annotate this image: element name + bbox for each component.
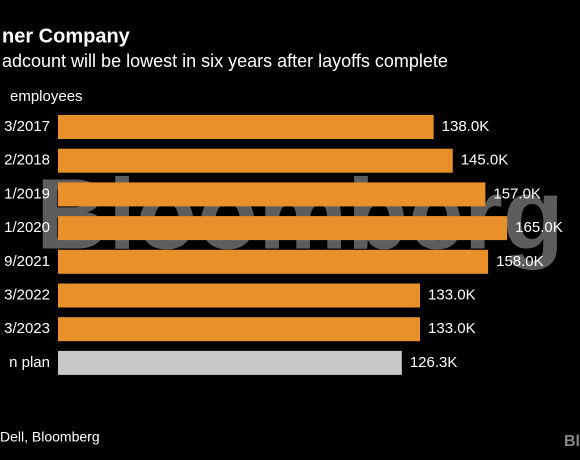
chart-subtitle: adcount will be lowest in six years afte… (2, 51, 448, 71)
y-tick-label: 3/2023 (4, 320, 50, 337)
bar (58, 350, 402, 375)
bar (58, 148, 453, 173)
y-tick-label: 9/2021 (4, 253, 50, 270)
y-tick-label: 1/2019 (4, 185, 50, 202)
unit-label: employees (10, 88, 83, 105)
y-tick-label: 3/2017 (4, 118, 50, 135)
value-label: 133.0K (428, 320, 476, 337)
source: Dell, Bloomberg (0, 429, 100, 445)
chart-title: ner Company (2, 25, 131, 47)
bar (58, 317, 421, 342)
bar (58, 216, 508, 241)
value-label: 145.0K (461, 152, 509, 169)
logo: Bl (564, 433, 580, 450)
bar (58, 249, 489, 274)
bar (58, 115, 434, 139)
value-label: 165.0K (515, 219, 563, 236)
value-label: 126.3K (410, 354, 458, 371)
y-tick-label: 2/2018 (4, 152, 50, 169)
y-tick-label: 3/2022 (4, 286, 50, 303)
y-tick-label: n plan (9, 354, 50, 371)
value-label: 157.0K (493, 185, 541, 202)
value-label: 138.0K (442, 118, 490, 135)
value-label: 133.0K (428, 286, 476, 303)
bar (58, 182, 486, 207)
value-label: 158.0K (496, 253, 544, 270)
bar (58, 283, 421, 308)
y-tick-label: 1/2020 (4, 219, 50, 236)
